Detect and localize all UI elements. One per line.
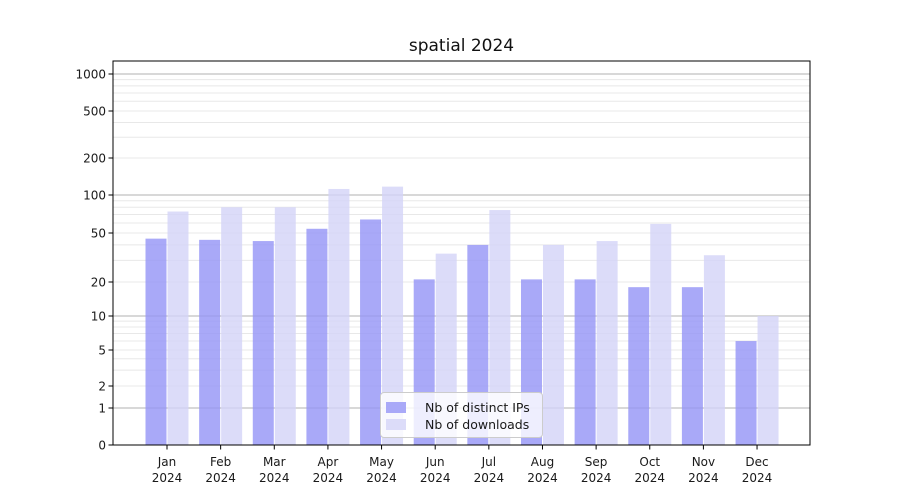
x-tick-label-month: Feb	[210, 455, 231, 469]
bar-downloads-sep	[596, 241, 618, 445]
bar-downloads-mar	[274, 207, 296, 445]
y-tick-label: 1	[98, 401, 106, 415]
bar-downloads-apr	[328, 188, 350, 445]
y-tick-label: 100	[83, 188, 106, 202]
x-tick-label-year: 2024	[581, 471, 612, 485]
legend-item-distinct-ips: Nb of distinct IPs	[386, 399, 534, 415]
x-tick-label-year: 2024	[259, 471, 290, 485]
bar-downloads-aug	[542, 244, 564, 445]
x-tick-label-year: 2024	[420, 471, 451, 485]
bar-distinct-ips-jan	[145, 238, 167, 445]
x-tick-label-month: Jun	[425, 455, 445, 469]
x-tick-label-month: Oct	[639, 455, 660, 469]
x-tick-label-month: Apr	[318, 455, 339, 469]
legend-swatch-downloads	[386, 418, 406, 430]
x-tick-label-month: Aug	[531, 455, 554, 469]
x-tick-label-month: Jan	[157, 455, 177, 469]
x-tick-label-month: Nov	[692, 455, 715, 469]
x-tick-label-year: 2024	[634, 471, 665, 485]
y-tick-label: 500	[83, 104, 106, 118]
y-tick-label: 2	[98, 379, 106, 393]
bar-downloads-jan	[167, 211, 189, 445]
x-tick-label-year: 2024	[205, 471, 236, 485]
legend: Nb of distinct IPs Nb of downloads	[380, 392, 543, 438]
bar-downloads-oct	[650, 223, 672, 445]
bar-downloads-dec	[757, 316, 779, 445]
x-tick-label-year: 2024	[527, 471, 558, 485]
bar-downloads-jul	[489, 210, 511, 445]
y-tick-label: 200	[83, 151, 106, 165]
legend-swatch-distinct-ips	[386, 401, 406, 413]
bar-downloads-may	[382, 186, 404, 445]
bar-distinct-ips-feb	[199, 239, 221, 445]
bar-downloads-feb	[221, 207, 243, 445]
x-tick-label-year: 2024	[688, 471, 719, 485]
legend-item-downloads: Nb of downloads	[386, 416, 534, 432]
bar-downloads-nov	[703, 255, 725, 445]
x-tick-label-year: 2024	[742, 471, 773, 485]
bar-distinct-ips-dec	[735, 341, 757, 445]
legend-label-distinct-ips: Nb of distinct IPs	[425, 399, 530, 415]
x-tick-label-month: Mar	[263, 455, 286, 469]
x-tick-label-month: Jul	[481, 455, 496, 469]
x-tick-label-month: May	[369, 455, 394, 469]
bar-distinct-ips-mar	[252, 241, 274, 445]
bar-distinct-ips-apr	[306, 228, 328, 445]
x-tick-label-year: 2024	[313, 471, 344, 485]
legend-label-downloads: Nb of downloads	[425, 416, 530, 432]
y-tick-label: 1000	[75, 67, 106, 81]
y-tick-label: 5	[98, 343, 106, 357]
bar-distinct-ips-sep	[574, 279, 596, 445]
y-tick-label: 0	[98, 438, 106, 452]
x-tick-label-month: Sep	[585, 455, 608, 469]
y-tick-label: 20	[91, 275, 106, 289]
axes-spines	[112, 60, 811, 446]
x-tick-label-year: 2024	[474, 471, 505, 485]
x-tick-label-month: Dec	[745, 455, 768, 469]
bar-distinct-ips-oct	[628, 287, 650, 445]
y-tick-label: 10	[91, 309, 106, 323]
x-tick-label-year: 2024	[152, 471, 183, 485]
bar-distinct-ips-nov	[681, 287, 703, 445]
chart-title: spatial 2024	[408, 36, 515, 56]
bar-distinct-ips-may	[360, 219, 382, 445]
y-tick-label: 50	[91, 226, 106, 240]
x-tick-label-year: 2024	[366, 471, 397, 485]
